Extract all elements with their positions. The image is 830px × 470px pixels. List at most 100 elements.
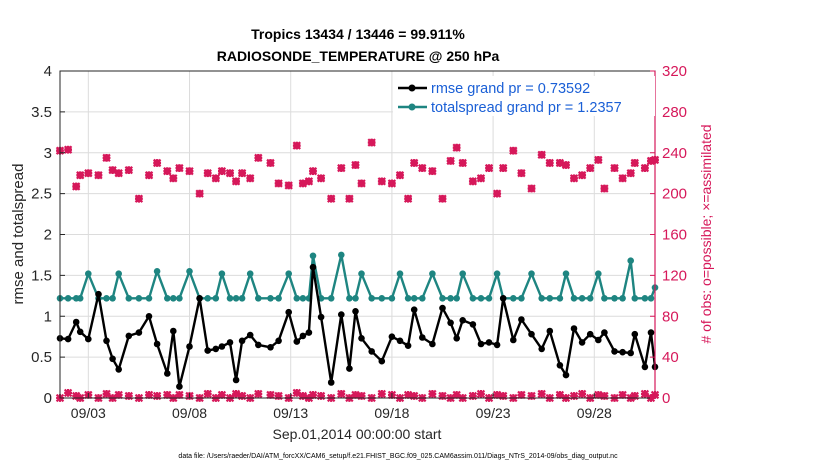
tick-label-left: 3 — [44, 145, 52, 162]
rmse-marker — [619, 348, 626, 356]
totalspread-marker — [641, 295, 649, 302]
rmse-marker — [556, 362, 564, 369]
totalspread-marker — [76, 295, 84, 302]
rmse-marker — [410, 306, 418, 314]
obs-assimilated-marker — [446, 156, 455, 166]
totalspread-marker — [103, 295, 110, 302]
y-axis-left-label: rmse and totalspread — [10, 164, 27, 305]
obs-assimilated-marker — [468, 177, 478, 186]
rmse-marker — [469, 321, 477, 328]
obs-assimilated-bottom-marker — [203, 389, 212, 399]
rmse-marker — [447, 319, 454, 327]
obs-assimilated-marker — [144, 171, 154, 180]
series-layer — [55, 138, 660, 403]
rmse-marker — [546, 327, 554, 335]
obs-assimilated-marker — [630, 158, 639, 168]
obs-assimilated-marker — [94, 171, 103, 180]
totalspread-marker — [275, 295, 282, 302]
obs-assimilated-marker — [225, 169, 235, 178]
obs-assimilated-marker — [357, 179, 366, 188]
rmse-marker — [388, 333, 396, 341]
totalspread-marker — [518, 295, 525, 302]
totalspread-marker — [493, 270, 501, 278]
obs-assimilated-marker — [537, 150, 546, 159]
tick-label-left: 1 — [44, 308, 52, 325]
obs-assimilated-marker — [418, 163, 427, 173]
tick-label-right: 160 — [662, 227, 687, 244]
totalspread-marker — [396, 270, 404, 278]
rmse-marker — [95, 290, 102, 298]
obs-assimilated-marker — [499, 163, 508, 173]
obs-assimilated-marker — [545, 158, 554, 168]
totalspread-marker — [186, 268, 193, 275]
rmse-marker — [317, 313, 325, 321]
obs-assimilated-marker — [626, 169, 635, 178]
rmse-marker — [595, 336, 602, 344]
rmse-marker — [459, 317, 467, 324]
rmse-marker — [358, 335, 365, 342]
legend-marker-rmse — [408, 84, 416, 92]
x-axis-label: Sep.01,2014 00:00:00 start — [273, 426, 442, 442]
obs-assimilated-marker — [345, 194, 354, 203]
rmse-marker — [109, 355, 116, 363]
totalspread-marker — [556, 295, 564, 302]
data-file-footnote: data file: /Users/raeder/DAI/ATM_forcXX/… — [178, 453, 618, 460]
totalspread-marker — [388, 295, 396, 302]
totalspread-marker — [611, 295, 618, 302]
tick-label-x: 09/23 — [476, 405, 511, 421]
totalspread-marker — [170, 295, 177, 302]
totalspread-marker — [346, 295, 353, 302]
rmse-marker — [611, 348, 618, 355]
totalspread-marker — [447, 295, 454, 302]
totalspread-marker — [459, 270, 467, 278]
totalspread-marker — [578, 295, 586, 302]
rmse-marker — [145, 313, 153, 320]
rmse-marker — [631, 330, 639, 338]
rmse-marker — [338, 311, 345, 318]
rmse-marker — [226, 339, 234, 346]
totalspread-marker — [145, 295, 153, 302]
obs-assimilated-marker — [84, 169, 93, 178]
tick-label-x: 09/13 — [273, 405, 308, 421]
tick-label-right: 320 — [662, 63, 687, 80]
obs-assimilated-marker — [387, 179, 397, 188]
obs-assimilated-bottom-marker — [630, 391, 639, 401]
totalspread-marker — [358, 270, 365, 278]
totalspread-marker — [285, 270, 293, 278]
obs-assimilated-marker — [304, 177, 314, 186]
rmse-marker — [499, 295, 507, 302]
obs-assimilated-bottom-marker — [377, 389, 386, 399]
obs-assimilated-bottom-marker — [438, 391, 447, 401]
rmse-marker — [204, 347, 211, 354]
totalspread-marker — [601, 295, 608, 302]
rmse-marker — [64, 335, 72, 343]
totalspread-marker — [631, 295, 639, 302]
tick-label-right: 120 — [662, 267, 687, 284]
obs-assimilated-bottom-marker — [569, 391, 579, 401]
obs-assimilated-marker — [217, 166, 227, 176]
rmse-marker — [246, 331, 254, 339]
rmse-marker — [562, 371, 570, 379]
obs-assimilated-bottom-marker — [102, 389, 111, 399]
tick-label-left: 2 — [44, 227, 52, 244]
totalspread-marker — [404, 295, 412, 302]
rmse-marker — [647, 329, 655, 336]
rmse-marker — [115, 366, 122, 373]
rmse-marker — [299, 332, 307, 340]
rmse-marker — [352, 308, 359, 315]
totalspread-marker — [115, 270, 122, 278]
rmse-marker — [439, 304, 446, 312]
obs-assimilated-marker — [594, 155, 603, 165]
tick-label-left: 1.5 — [31, 267, 52, 284]
obs-assimilated-marker — [351, 160, 360, 170]
totalspread-marker — [125, 295, 133, 302]
obs-assimilated-marker — [185, 166, 194, 176]
obs-assimilated-bottom-marker — [152, 391, 162, 401]
totalspread-marker — [135, 295, 143, 302]
rmse-marker — [125, 332, 133, 340]
totalspread-marker — [562, 270, 570, 278]
obs-assimilated-marker — [327, 194, 336, 203]
obs-assimilated-bottom-marker — [499, 391, 508, 401]
rmse-marker — [76, 328, 84, 336]
